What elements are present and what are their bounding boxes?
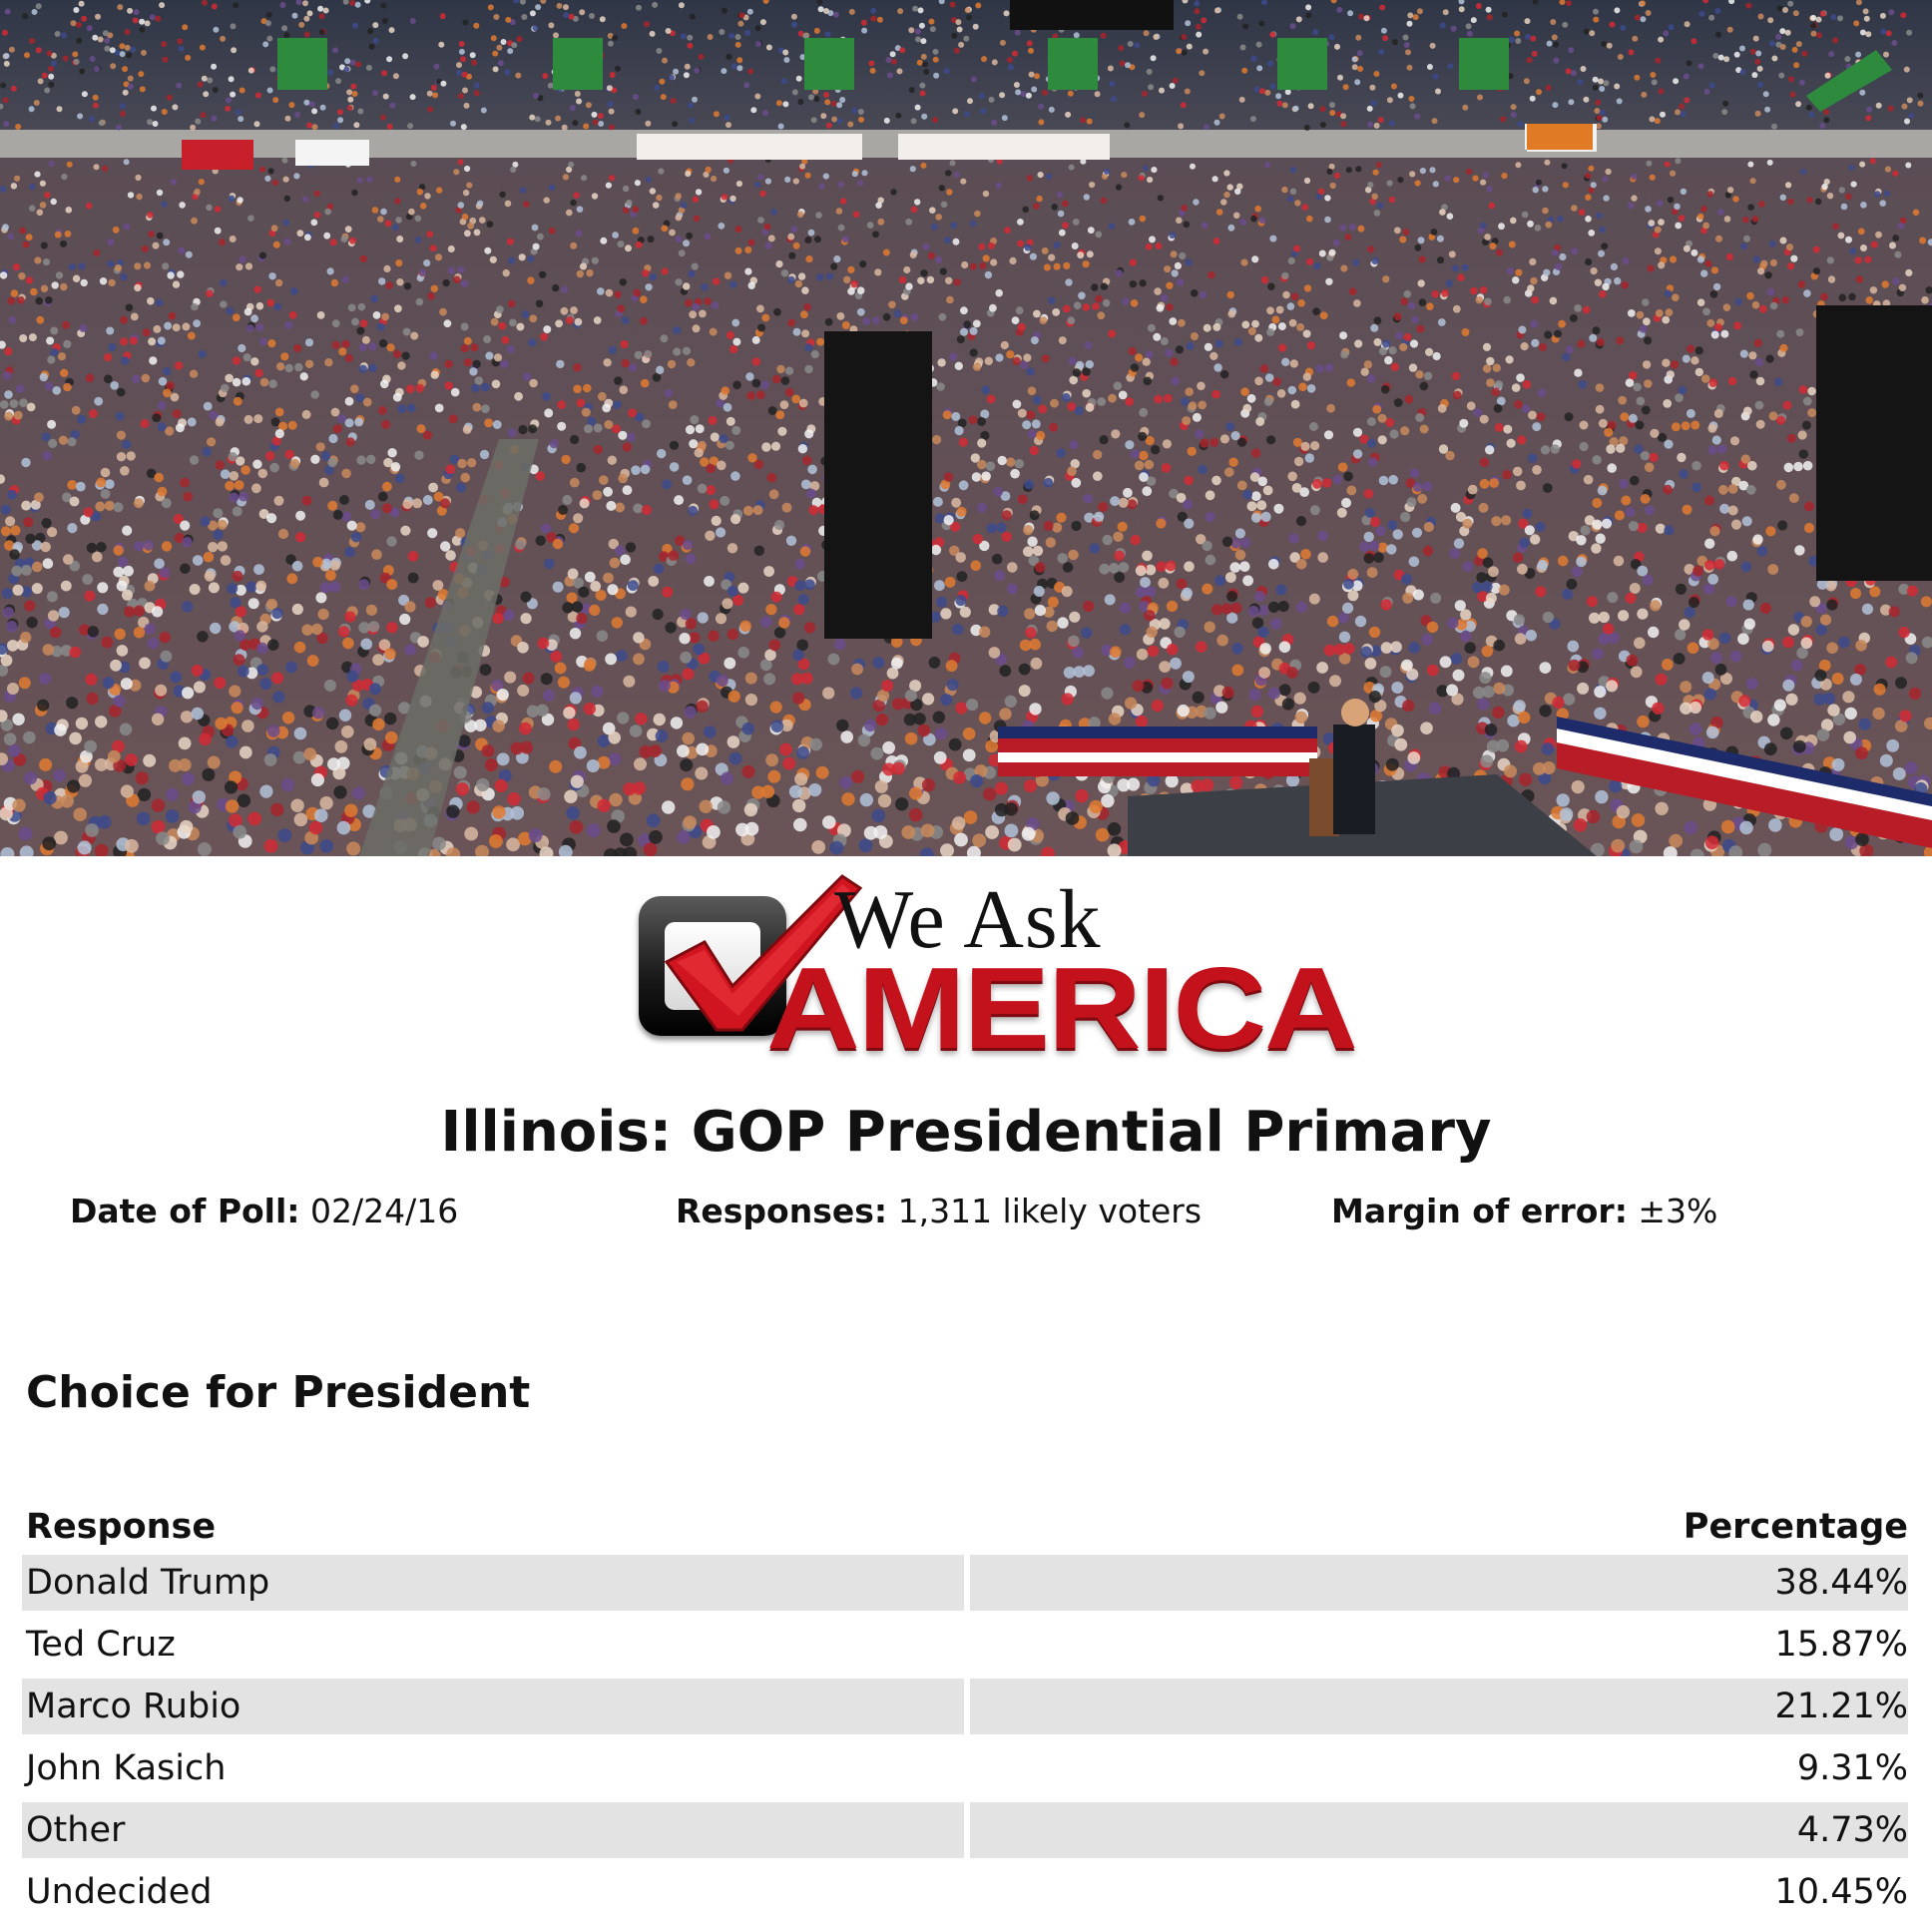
speaker-figure: [1333, 724, 1375, 834]
speaker-head: [1341, 699, 1369, 726]
row-response: Donald Trump: [22, 1555, 964, 1611]
rally-crowd-photo: [0, 0, 1932, 856]
rail-sign-white: [295, 140, 369, 166]
table-row: Ted Cruz 15.87%: [22, 1617, 1908, 1679]
header-response: Response: [26, 1507, 217, 1547]
row-percentage: 15.87%: [1774, 1625, 1908, 1665]
row-percentage: 38.44%: [970, 1555, 1908, 1611]
results-table: Response Percentage Donald Trump 38.44% …: [22, 1499, 1908, 1926]
row-response: Ted Cruz: [26, 1625, 176, 1665]
table-header: Response Percentage: [22, 1499, 1908, 1555]
poll-responses-value: 1,311 likely voters: [897, 1192, 1203, 1230]
table-row: Other 4.73%: [22, 1802, 1908, 1864]
table-row: Undecided 10.45%: [22, 1864, 1908, 1926]
poll-moe-value: ±3%: [1638, 1192, 1718, 1230]
poll-date-label: Date of Poll:: [70, 1192, 300, 1230]
poll-responses: Responses: 1,311 likely voters: [676, 1192, 1202, 1231]
scoreboard: [1010, 0, 1174, 30]
table-row: Donald Trump 38.44%: [22, 1555, 1908, 1617]
poll-date: Date of Poll: 02/24/16: [70, 1192, 458, 1231]
poll-margin-of-error: Margin of error: ±3%: [1331, 1192, 1717, 1231]
logo-america-text: AMERICA: [766, 943, 1358, 1073]
table-row: Marco Rubio 21.21%: [22, 1679, 1908, 1740]
row-percentage: 10.45%: [1774, 1872, 1908, 1912]
we-ask-america-logo: We Ask AMERICA: [635, 870, 1397, 1068]
row-response: Marco Rubio: [22, 1679, 964, 1734]
row-percentage: 21.21%: [970, 1679, 1908, 1734]
row-response: Undecided: [26, 1872, 213, 1912]
poll-moe-label: Margin of error:: [1331, 1192, 1628, 1230]
crowd-illustration: [0, 0, 1932, 856]
row-percentage: 4.73%: [970, 1802, 1908, 1858]
green-banners: [277, 38, 1892, 112]
logo-we-ask-text: We Ask: [834, 873, 1102, 966]
row-response: Other: [22, 1802, 964, 1858]
table-row: John Kasich 9.31%: [22, 1740, 1908, 1802]
poll-date-value: 02/24/16: [310, 1192, 459, 1230]
flag-bunting: [998, 717, 1932, 848]
rail-banner-right: [898, 134, 1110, 160]
speaker-tower-right: [1816, 305, 1932, 581]
poll-title: Illinois: GOP Presidential Primary: [440, 1100, 1492, 1165]
rail-banner-left: [637, 134, 862, 160]
checkmark-icon: [664, 874, 863, 1032]
row-percentage: 9.31%: [1796, 1748, 1908, 1788]
aisle: [359, 439, 539, 856]
header-percentage: Percentage: [1683, 1507, 1908, 1547]
speaker-tower-left: [824, 331, 932, 639]
row-response: John Kasich: [26, 1748, 227, 1788]
section-title: Choice for President: [26, 1367, 531, 1418]
rail-sign-red: [182, 140, 253, 170]
poll-responses-label: Responses:: [676, 1192, 888, 1230]
